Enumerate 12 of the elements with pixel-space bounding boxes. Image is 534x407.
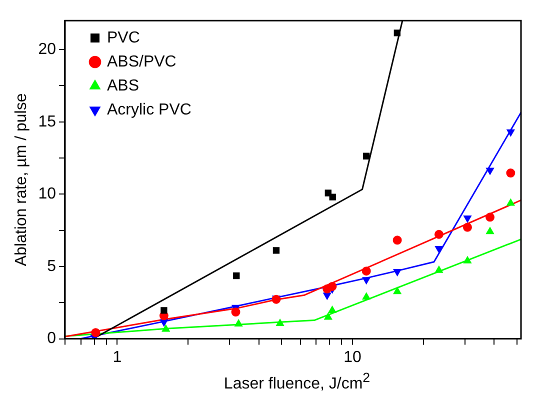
y-tick-label: 10 [38,186,56,203]
legend-label: ABS/PVC [106,53,176,70]
y-axis-title: Ablation rate, µm / pulse [13,93,30,266]
y-tick-label: 5 [47,258,56,275]
y-tick-label: 0 [47,330,56,348]
y-tick-label: 15 [38,113,56,130]
legend-label: ABS [106,77,140,94]
y-tick-label: 20 [38,40,56,58]
x-axis-title: Laser fluence, J/cm$^{2}$ [222,370,372,394]
x-tick-label: 1 [112,348,122,366]
legend-label: PVC [106,29,140,46]
legend-label: Acrylic PVC [106,101,192,118]
